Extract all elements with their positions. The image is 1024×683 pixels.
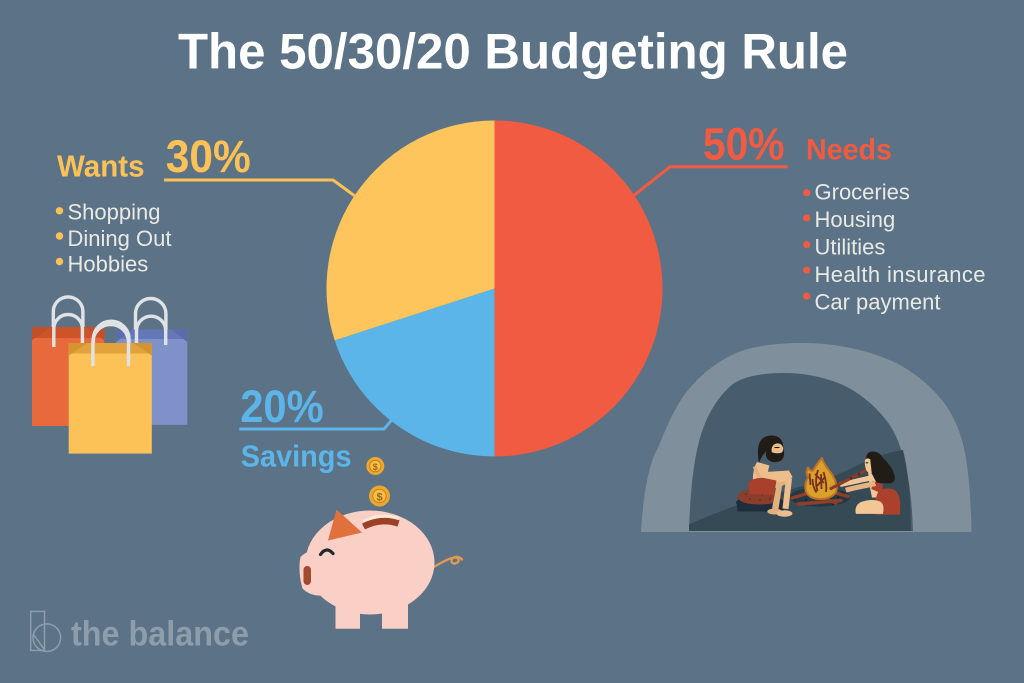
svg-text:$: $: [373, 462, 378, 472]
svg-text:Health insurance: Health insurance: [815, 262, 986, 287]
svg-text:20%: 20%: [240, 381, 324, 432]
svg-text:Shopping: Shopping: [68, 199, 161, 224]
svg-text:Car payment: Car payment: [815, 289, 941, 314]
svg-text:Groceries: Groceries: [815, 180, 910, 205]
svg-text:Housing: Housing: [815, 207, 896, 232]
svg-text:Utilities: Utilities: [815, 234, 886, 259]
svg-text:Hobbies: Hobbies: [68, 251, 149, 276]
svg-text:Needs: Needs: [806, 134, 892, 167]
svg-text:30%: 30%: [166, 131, 251, 182]
svg-text:$: $: [376, 491, 382, 503]
svg-text:Wants: Wants: [57, 149, 145, 184]
svg-text:Savings: Savings: [241, 439, 352, 474]
svg-text:Dining Out: Dining Out: [68, 226, 172, 251]
svg-text:The 50/30/20 Budgeting Rule: The 50/30/20 Budgeting Rule: [178, 24, 848, 80]
svg-text:50%: 50%: [703, 119, 785, 170]
svg-text:the balance: the balance: [71, 615, 249, 654]
